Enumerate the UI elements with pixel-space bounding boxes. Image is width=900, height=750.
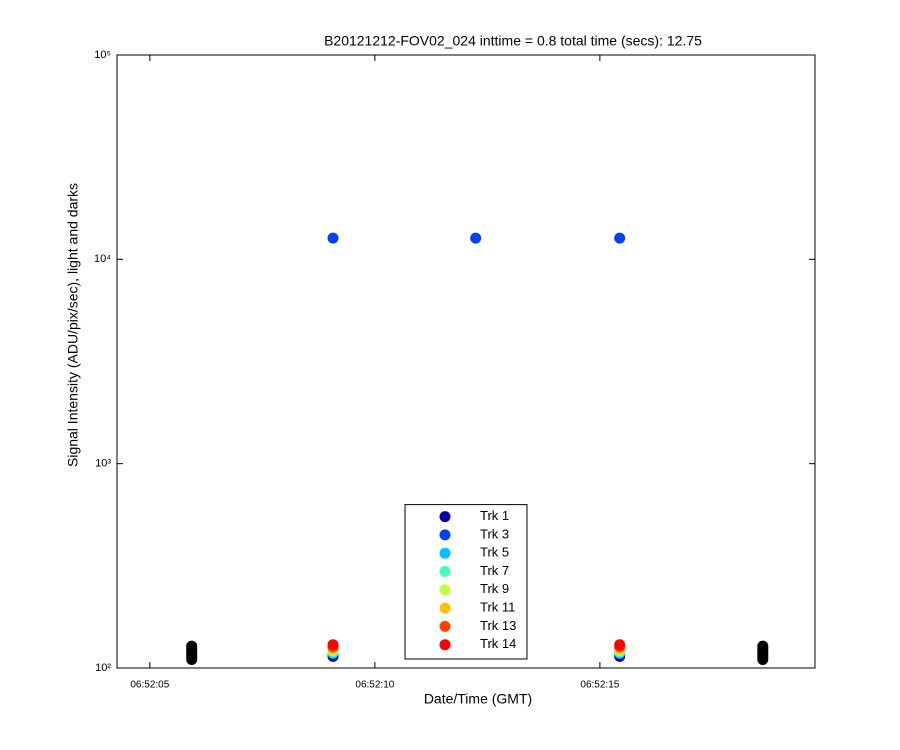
x-tick-label: 06:52:10 (355, 680, 394, 691)
point (470, 232, 482, 244)
legend-label: Trk 5 (480, 545, 509, 560)
legend-label: Trk 14 (480, 636, 516, 651)
legend-marker (439, 639, 451, 651)
y-tick-label: 10³ (95, 458, 111, 470)
legend-label: Trk 9 (480, 581, 509, 596)
legend-marker (439, 620, 451, 632)
point (757, 640, 769, 652)
legend-marker (439, 584, 451, 596)
x-axis-label: Date/Time (GMT) (424, 691, 532, 707)
legend-marker (439, 511, 451, 523)
legend-marker (439, 547, 451, 559)
point (327, 639, 339, 651)
legend-marker (439, 602, 451, 614)
legend-label: Trk 11 (480, 600, 515, 615)
legend-label: Trk 13 (480, 618, 516, 633)
legend-marker (439, 566, 451, 577)
point (327, 232, 339, 244)
point (614, 639, 626, 651)
y-tick-label: 10⁵ (94, 49, 111, 61)
legend-marker (439, 529, 451, 541)
y-tick-label: 10⁴ (94, 253, 111, 265)
legend-label: Trk 1 (480, 508, 509, 523)
chart-title: B20121212-FOV02_024 inttime = 0.8 total … (324, 33, 702, 49)
y-tick-label: 10² (95, 662, 111, 674)
legend-label: Trk 3 (480, 526, 509, 541)
y-axis-label: Signal Intensity (ADU/pix/sec), light an… (65, 183, 81, 467)
legend-box (404, 504, 528, 660)
x-tick-label: 06:52:05 (130, 680, 169, 691)
legend-label: Trk 7 (480, 563, 509, 578)
point (186, 640, 198, 652)
x-tick-label: 06:52:15 (580, 680, 619, 691)
point (614, 232, 626, 244)
